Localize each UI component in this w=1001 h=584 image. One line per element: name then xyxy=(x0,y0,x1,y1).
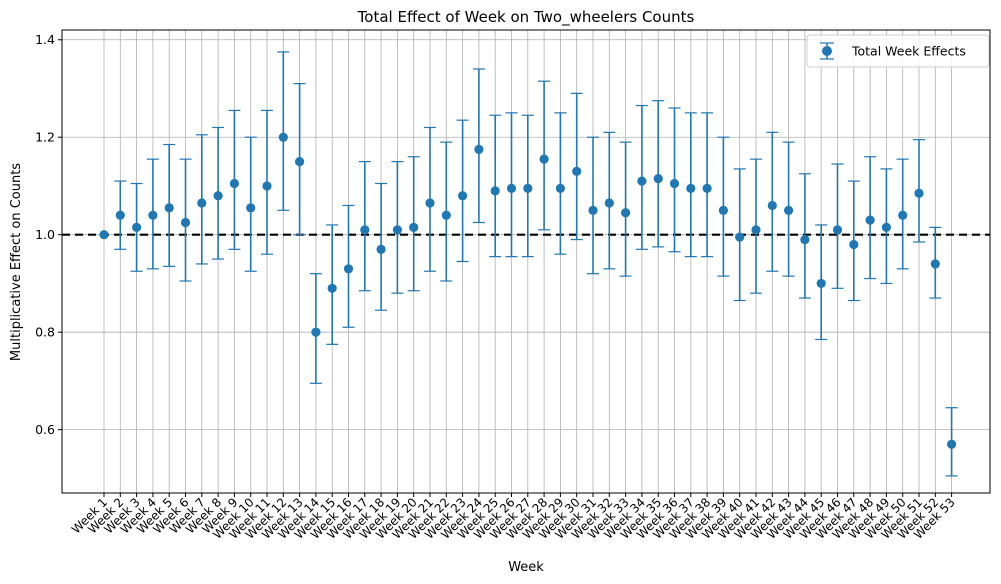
data-point xyxy=(360,225,370,235)
data-point xyxy=(115,210,125,220)
data-point xyxy=(148,210,158,220)
data-point xyxy=(311,327,321,337)
data-point xyxy=(702,183,712,193)
data-point xyxy=(523,183,533,193)
y-axis-ticks: 0.6 0.8 1.0 1.2 1.4 xyxy=(35,32,62,437)
error-bars xyxy=(114,51,958,477)
data-point xyxy=(376,244,386,254)
data-point xyxy=(816,278,826,289)
data-point xyxy=(767,200,777,211)
data-point xyxy=(637,176,647,186)
legend-marker-icon xyxy=(822,46,832,56)
data-point xyxy=(441,210,451,220)
data-point xyxy=(555,183,566,193)
legend-box xyxy=(806,34,990,68)
chart-title: Total Effect of Week on Two_wheelers Cou… xyxy=(357,8,695,27)
data-point xyxy=(881,222,892,232)
data-point xyxy=(197,198,207,208)
data-point xyxy=(506,183,517,193)
y-tick-label: 0.6 xyxy=(35,422,55,437)
data-point xyxy=(572,166,582,176)
data-point xyxy=(490,186,500,196)
data-point xyxy=(474,144,484,155)
data-point xyxy=(849,239,859,250)
data-point xyxy=(164,203,174,213)
data-point xyxy=(784,205,794,215)
data-point xyxy=(604,198,614,208)
data-point xyxy=(588,205,598,215)
legend-label: Total Week Effects xyxy=(851,44,966,59)
y-tick-label: 0.8 xyxy=(35,325,55,340)
data-point xyxy=(686,183,696,193)
x-axis-label: Week xyxy=(508,560,544,575)
y-axis-label: Multiplicative Effect on Counts xyxy=(9,163,24,361)
data-point xyxy=(800,234,810,245)
data-point xyxy=(914,188,924,198)
data-points xyxy=(99,132,957,449)
data-point xyxy=(246,203,256,213)
data-point xyxy=(392,225,402,235)
data-point xyxy=(653,174,663,184)
data-point xyxy=(229,178,239,189)
y-tick-label: 1.0 xyxy=(35,227,55,242)
data-point xyxy=(262,181,272,191)
data-point xyxy=(327,283,337,293)
data-point xyxy=(621,208,631,218)
data-point xyxy=(669,178,680,189)
data-point xyxy=(425,198,435,208)
data-point xyxy=(898,210,908,220)
data-point xyxy=(213,191,223,201)
data-point xyxy=(751,225,761,235)
plot-area xyxy=(61,29,991,494)
data-point xyxy=(832,225,843,235)
data-point xyxy=(930,259,940,269)
data-point xyxy=(735,232,745,242)
y-tick-label: 1.4 xyxy=(35,32,55,47)
data-point xyxy=(180,217,191,228)
data-point xyxy=(132,222,142,232)
data-point xyxy=(539,154,549,164)
data-point xyxy=(295,156,305,167)
y-tick-label: 1.2 xyxy=(35,130,55,145)
data-point xyxy=(99,230,109,240)
legend: Total Week Effects xyxy=(806,34,990,68)
data-point xyxy=(865,215,875,225)
data-point xyxy=(947,439,957,449)
data-point xyxy=(343,264,354,274)
data-point xyxy=(409,222,419,232)
data-point xyxy=(718,205,729,215)
data-point xyxy=(278,132,288,142)
data-point xyxy=(458,191,468,201)
